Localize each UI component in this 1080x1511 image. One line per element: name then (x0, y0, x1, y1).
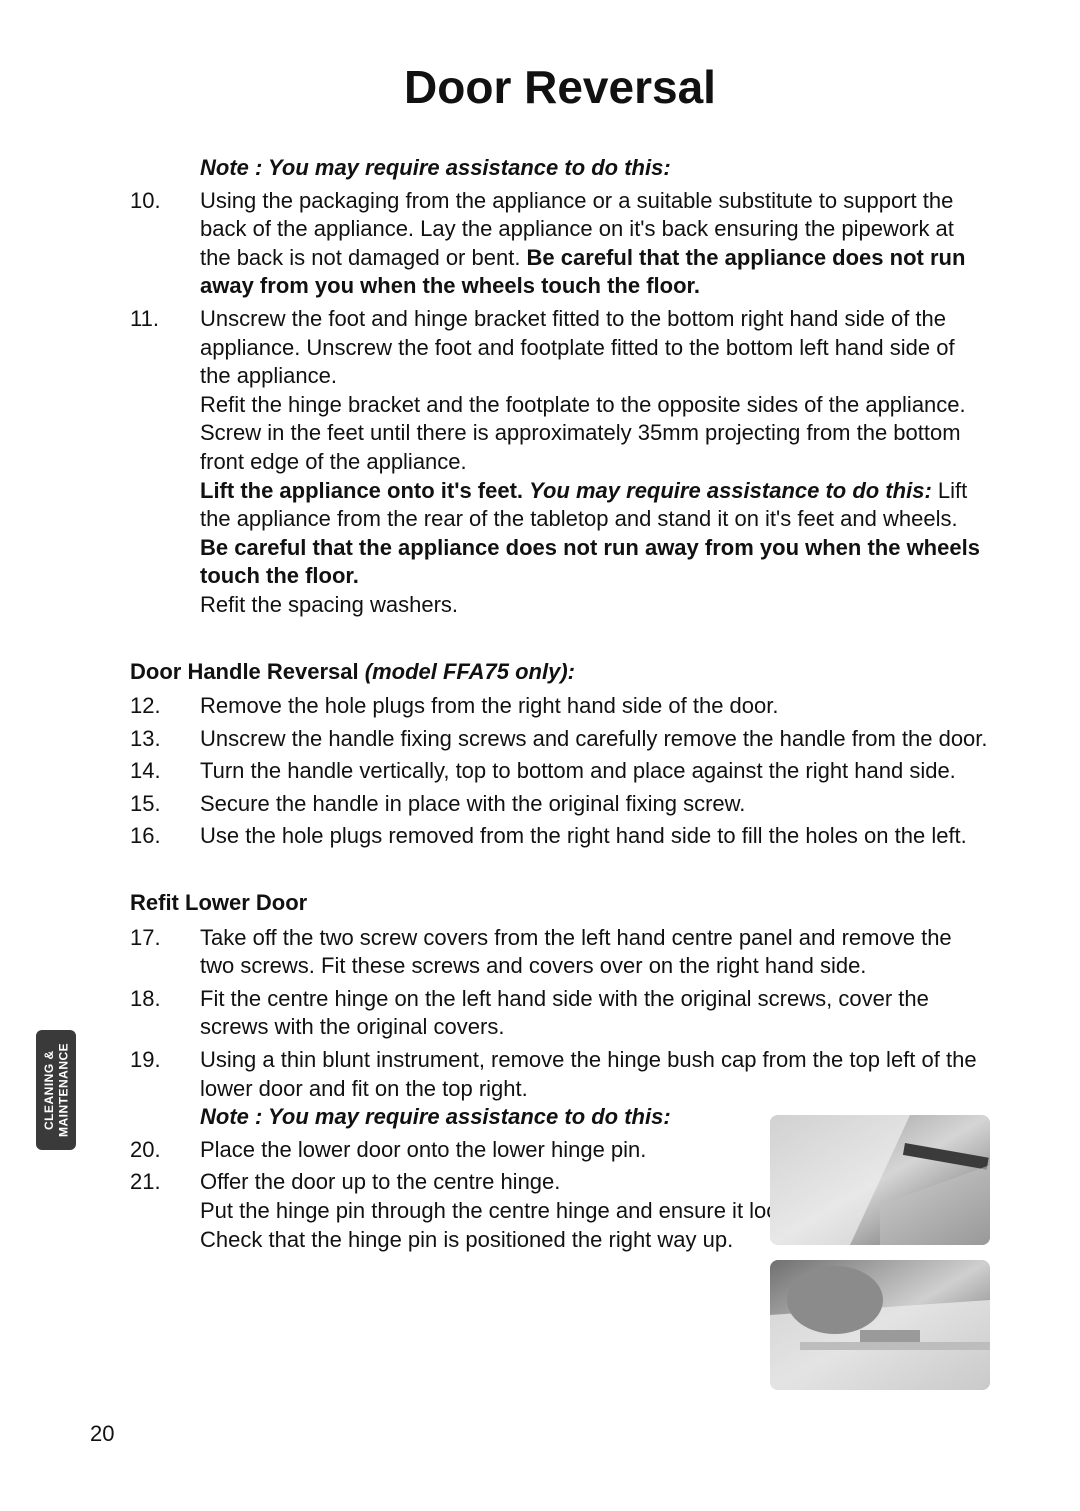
page: CLEANING & MAINTENANCE Door Reversal Not… (0, 0, 1080, 1511)
step-text: Use the hole plugs removed from the righ… (200, 822, 990, 851)
step-12: 12. Remove the hole plugs from the right… (130, 692, 990, 721)
page-number: 20 (90, 1421, 114, 1447)
text: Lift the appliance onto it's feet. You m… (200, 477, 990, 591)
section-door-handle-reversal: Door Handle Reversal (model FFA75 only): (130, 658, 990, 687)
step-17: 17. Take off the two screw covers from t… (130, 924, 990, 981)
step-text: Turn the handle vertically, top to botto… (200, 757, 990, 786)
page-title: Door Reversal (130, 60, 990, 114)
step-16: 16. Use the hole plugs removed from the … (130, 822, 990, 851)
step-text: Using the packaging from the appliance o… (200, 187, 990, 301)
step-18: 18. Fit the centre hinge on the left han… (130, 985, 990, 1042)
step-11: 11. Unscrew the foot and hinge bracket f… (130, 305, 990, 620)
step-number: 16. (130, 822, 200, 851)
text: Refit the spacing washers. (200, 591, 990, 620)
step-10: 10. Using the packaging from the applian… (130, 187, 990, 301)
content: Note : You may require assistance to do … (130, 154, 990, 1254)
sidebar-tab-label: CLEANING & MAINTENANCE (42, 1030, 71, 1150)
note-top: Note : You may require assistance to do … (200, 154, 990, 183)
step-13: 13. Unscrew the handle fixing screws and… (130, 725, 990, 754)
step-number: 11. (130, 305, 200, 620)
section-label-italic: (model FFA75 only): (365, 659, 575, 684)
step-number: 21. (130, 1168, 200, 1254)
text: Refit the hinge bracket and the footplat… (200, 391, 990, 477)
step-15: 15. Secure the handle in place with the … (130, 790, 990, 819)
step-text: Take off the two screw covers from the l… (200, 924, 990, 981)
step-number: 20. (130, 1136, 200, 1165)
photo-placeholder-icon (770, 1260, 990, 1390)
photo-hinge-cap (770, 1115, 990, 1245)
step-text: Remove the hole plugs from the right han… (200, 692, 990, 721)
section-label: Door Handle Reversal (130, 659, 365, 684)
step-14: 14. Turn the handle vertically, top to b… (130, 757, 990, 786)
text-bold: Be careful that the appliance does not r… (200, 535, 980, 589)
step-text: Unscrew the handle fixing screws and car… (200, 725, 990, 754)
step-number: 18. (130, 985, 200, 1042)
step-text: Unscrew the foot and hinge bracket fitte… (200, 305, 990, 620)
photo-hinge-hand (770, 1260, 990, 1390)
text-bold: Lift the appliance onto it's feet. (200, 478, 529, 503)
step-number: 12. (130, 692, 200, 721)
step-number: 15. (130, 790, 200, 819)
text: Using a thin blunt instrument, remove th… (200, 1046, 990, 1103)
step-text: Secure the handle in place with the orig… (200, 790, 990, 819)
step-number: 10. (130, 187, 200, 301)
step-number: 17. (130, 924, 200, 981)
section-refit-lower-door: Refit Lower Door (130, 889, 990, 918)
step-number: 13. (130, 725, 200, 754)
sidebar-tab: CLEANING & MAINTENANCE (36, 1030, 76, 1150)
step-number: 14. (130, 757, 200, 786)
text: Unscrew the foot and hinge bracket fitte… (200, 305, 990, 391)
text-bold-italic: You may require assistance to do this: (529, 478, 932, 503)
step-number: 19. (130, 1046, 200, 1132)
photo-placeholder-icon (770, 1115, 990, 1245)
step-text: Fit the centre hinge on the left hand si… (200, 985, 990, 1042)
